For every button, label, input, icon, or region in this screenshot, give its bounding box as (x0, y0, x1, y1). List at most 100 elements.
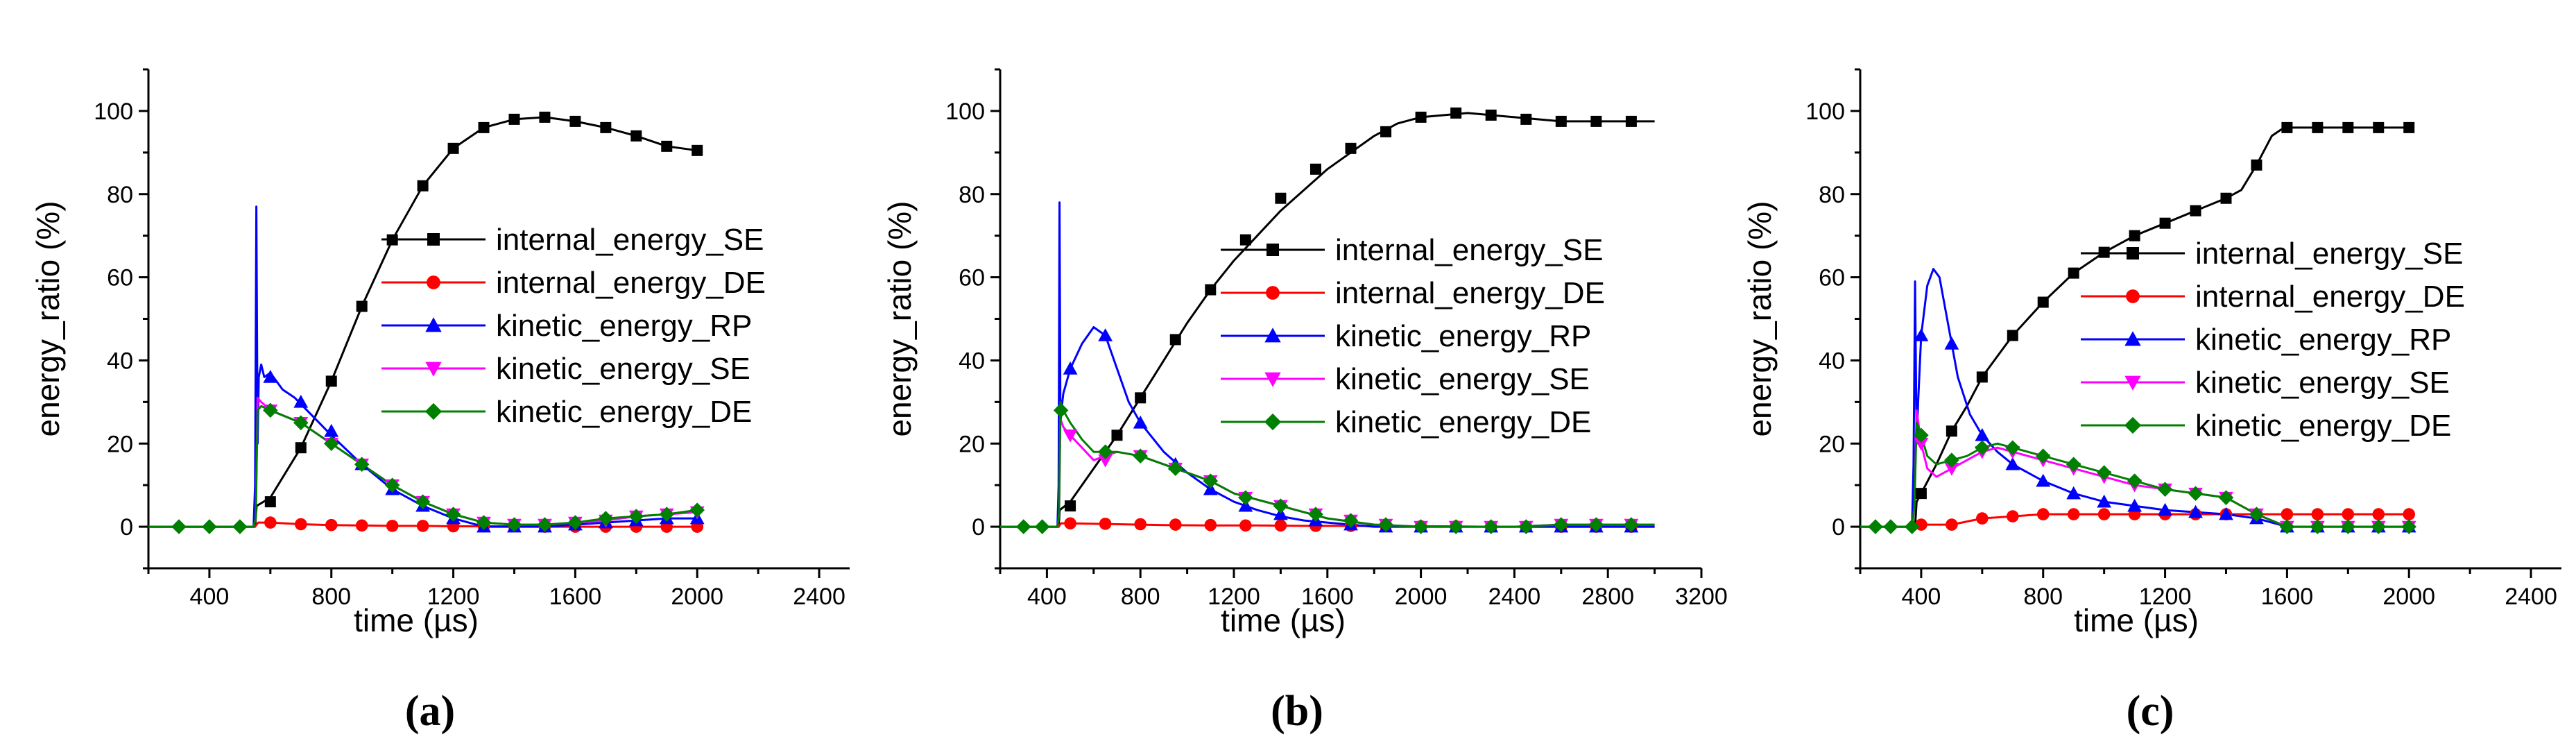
legend-label: kinetic_energy_DE (496, 395, 752, 429)
data-point-internal_energy_DE (1274, 519, 1287, 532)
legend-marker (2127, 247, 2139, 260)
series-line-kinetic_energy_RP (1860, 268, 2410, 528)
legend-marker (2124, 416, 2142, 434)
y-tick-label: 20 (1819, 431, 1845, 457)
data-point-kinetic_energy_DE (567, 515, 583, 530)
legend-label: kinetic_energy_RP (2195, 323, 2451, 357)
data-point-kinetic_energy_RP (263, 369, 278, 383)
x-tick-label: 400 (1902, 584, 1941, 610)
y-tick-label: 40 (1819, 348, 1845, 374)
data-point-kinetic_energy_DE (323, 436, 339, 452)
data-point-kinetic_energy_DE (1133, 448, 1148, 464)
series-layer (148, 111, 705, 534)
x-tick-label: 1200 (1208, 584, 1260, 610)
data-point-internal_energy_SE (2037, 296, 2049, 308)
data-point-kinetic_energy_SE (1914, 437, 1929, 451)
data-point-internal_energy_SE (2281, 121, 2293, 133)
data-point-internal_energy_SE (2007, 330, 2018, 341)
legend-label: internal_energy_SE (2195, 237, 2463, 271)
data-point-kinetic_energy_DE (2218, 490, 2234, 505)
data-point-internal_energy_SE (1555, 115, 1567, 127)
x-tick-label: 2000 (671, 584, 723, 610)
data-point-internal_energy_SE (600, 121, 612, 133)
data-point-kinetic_energy_RP (2005, 457, 2020, 470)
data-point-internal_energy_DE (1976, 512, 1989, 525)
data-point-kinetic_energy_DE (1518, 519, 1534, 534)
data-point-internal_energy_DE (1064, 517, 1076, 530)
data-point-internal_energy_SE (2312, 121, 2324, 133)
legend-marker (1264, 372, 1281, 387)
legend-marker (1266, 244, 1279, 256)
legend-label: kinetic_energy_RP (1335, 319, 1591, 353)
y-tick-label: 0 (120, 514, 133, 541)
data-point-internal_energy_SE (417, 180, 429, 192)
x-tick-label: 1600 (2261, 584, 2314, 610)
data-point-kinetic_energy_DE (2249, 507, 2265, 522)
data-point-kinetic_energy_DE (202, 519, 217, 534)
data-point-internal_energy_SE (2190, 205, 2201, 216)
data-point-kinetic_energy_RP (2219, 507, 2233, 520)
x-tick-label: 800 (1121, 584, 1160, 610)
data-point-kinetic_energy_RP (2158, 502, 2172, 516)
data-point-internal_energy_DE (2342, 508, 2355, 520)
data-point-internal_energy_SE (1111, 430, 1123, 441)
data-point-kinetic_energy_DE (537, 517, 553, 532)
legend: internal_energy_SE internal_energy_DEkine… (381, 223, 766, 429)
data-point-kinetic_energy_DE (171, 519, 187, 534)
data-point-internal_energy_SE (569, 115, 581, 127)
data-point-kinetic_energy_DE (598, 511, 614, 526)
data-point-internal_energy_SE (1345, 142, 1357, 154)
data-point-internal_energy_SE (1590, 115, 1602, 127)
data-point-internal_energy_DE (416, 520, 429, 532)
x-tick-label: 2000 (2382, 584, 2435, 610)
data-point-kinetic_energy_RP (1238, 498, 1253, 512)
chart-panel-2: 400 800 1200 1600 2000 2400 2800 3200 0 20 40 60 80 1… (882, 68, 1728, 735)
data-point-internal_energy_SE (264, 496, 276, 508)
y-tick-label: 60 (959, 265, 985, 291)
data-point-internal_energy_SE (2403, 121, 2415, 133)
legend-marker (1266, 286, 1280, 300)
x-axis-title: time (µs) (2074, 602, 2199, 638)
legend-label: internal_energy_SE (1335, 233, 1603, 267)
series-layer (1860, 121, 2417, 534)
x-tick-label: 2400 (793, 584, 845, 610)
data-point-kinetic_energy_DE (2188, 486, 2204, 501)
data-point-internal_energy_DE (1099, 518, 1112, 530)
data-point-kinetic_energy_DE (2279, 519, 2295, 534)
data-point-kinetic_energy_RP (1098, 328, 1113, 341)
legend-label: internal_energy_SE (496, 223, 764, 257)
data-point-internal_energy_SE (1135, 392, 1147, 404)
data-point-internal_energy_SE (2129, 230, 2140, 241)
data-point-internal_energy_SE (692, 144, 703, 156)
data-point-kinetic_energy_DE (476, 515, 492, 530)
panel-label: (c) (2127, 688, 2174, 735)
data-point-kinetic_energy_DE (1914, 427, 1929, 443)
data-point-kinetic_energy_DE (1097, 444, 1113, 460)
legend-label: kinetic_energy_SE (496, 352, 750, 386)
legend-label: kinetic_energy_SE (2195, 366, 2450, 400)
data-point-kinetic_energy_DE (1868, 519, 1883, 534)
data-point-kinetic_energy_RP (1203, 482, 1218, 495)
data-point-kinetic_energy_DE (354, 457, 370, 473)
panel-label: (a) (405, 688, 455, 735)
data-point-kinetic_energy_DE (2340, 519, 2356, 534)
data-point-internal_energy_DE (2372, 508, 2385, 520)
legend-marker (1264, 413, 1282, 431)
data-point-internal_energy_SE (1485, 109, 1497, 121)
series-layer (1000, 107, 1655, 534)
legend: internal_energy_SE internal_energy_DEkine… (2081, 237, 2465, 443)
data-point-kinetic_energy_DE (2401, 519, 2417, 534)
data-point-kinetic_energy_DE (1053, 402, 1069, 418)
data-point-internal_energy_DE (294, 518, 307, 531)
data-point-kinetic_energy_DE (1588, 517, 1604, 532)
data-point-kinetic_energy_RP (1914, 328, 1929, 341)
x-tick-label: 800 (311, 584, 351, 610)
data-point-internal_energy_DE (2006, 510, 2019, 522)
data-point-internal_energy_SE (1169, 334, 1181, 346)
x-tick-label: 400 (1027, 584, 1067, 610)
data-point-kinetic_energy_DE (445, 507, 461, 522)
data-point-internal_energy_DE (2403, 508, 2416, 520)
data-point-internal_energy_DE (386, 520, 399, 532)
data-point-kinetic_energy_DE (1944, 452, 1959, 468)
